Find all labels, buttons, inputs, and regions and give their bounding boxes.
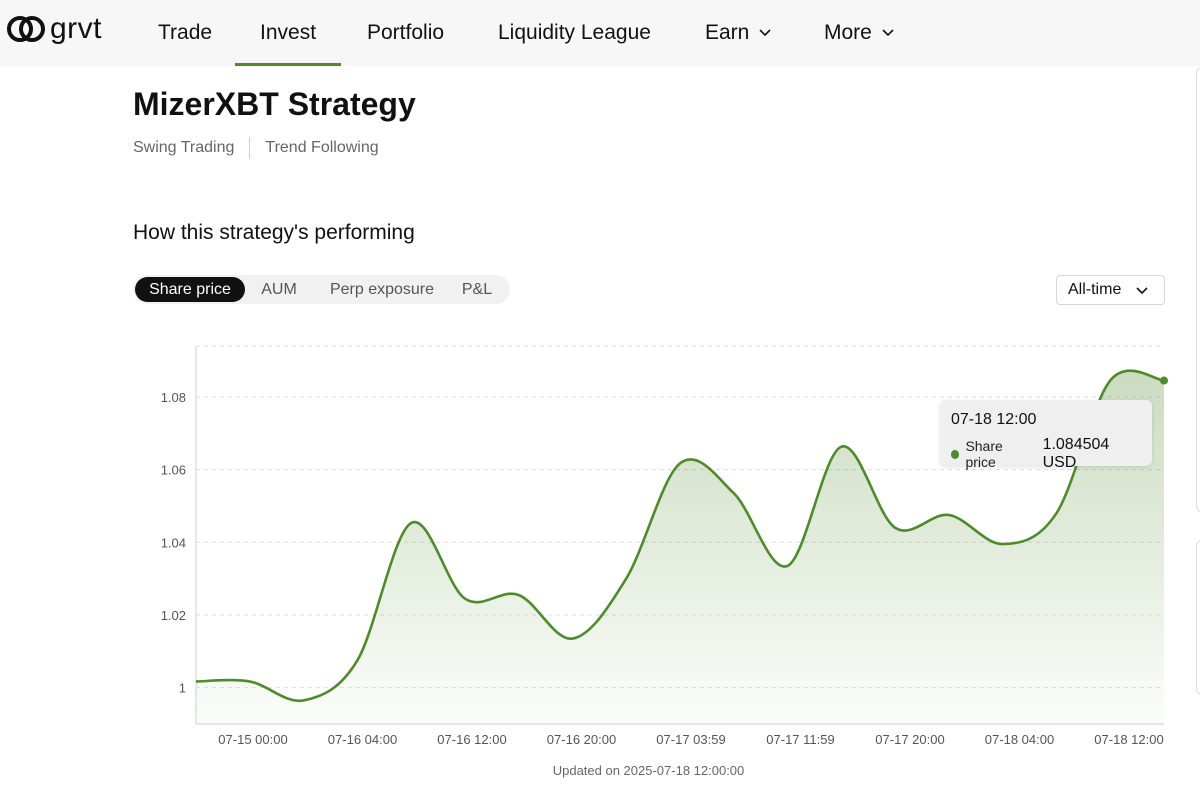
data-point [678,461,682,465]
side-panel-edge [1196,540,1200,695]
time-range-select[interactable]: All-time [1056,275,1165,305]
hover-point-marker [1160,376,1168,385]
data-point [732,491,736,495]
tab-share-price-label: Share price [149,280,231,298]
tooltip-row: Share price 1.084504 USD [951,436,1141,472]
y-tick-label: 1.08 [161,390,186,405]
tab-perp-exposure[interactable]: Perp exposure [319,277,445,302]
data-point [839,445,843,449]
nav-trade-label: Trade [158,21,213,44]
updated-timestamp: Updated on 2025-07-18 12:00:00 [552,763,745,778]
data-point [893,526,897,530]
nav-invest-label: Invest [260,21,317,44]
nav-more[interactable]: More [824,0,894,66]
data-point [248,679,252,683]
x-tick-label: 07-16 20:00 [547,732,616,747]
chevron-down-icon [1136,287,1148,295]
tooltip-value: 1.084504 USD [1042,436,1110,471]
nav-liquidity-league[interactable]: Liquidity League [498,0,651,66]
data-point [1054,511,1058,515]
tab-perp-exposure-label: Perp exposure [329,280,435,298]
data-point [463,597,467,601]
nav-portfolio[interactable]: Portfolio [367,0,444,66]
nav-trade[interactable]: Trade [158,0,212,66]
chevron-down-icon [759,29,771,37]
tab-share-price[interactable]: Share price [135,277,245,302]
nav-active-indicator [235,63,341,66]
data-point [409,521,413,525]
tab-aum-label: AUM [261,280,297,298]
nav-more-label: More [824,21,872,44]
top-nav: grvt Trade Invest Portfolio Liquidity Le… [0,0,1200,66]
data-point [517,593,521,597]
performance-heading: How this strategy's performing [133,221,415,244]
data-point [355,658,359,662]
brand-name: grvt [50,12,103,45]
data-point [194,679,198,683]
y-tick-label: 1.06 [161,463,186,478]
strategy-tags: Swing Trading Trend Following [133,137,379,159]
x-tick-label: 07-15 00:00 [218,732,287,747]
data-point [624,577,628,581]
x-tick-label: 07-17 11:59 [766,732,834,747]
data-point [570,637,574,641]
nav-liquidity-league-label: Liquidity League [498,21,651,44]
tag-swing-trading: Swing Trading [133,139,235,156]
nav-portfolio-label: Portfolio [367,21,445,44]
side-panel-edge [1196,67,1200,512]
x-tick-label: 07-17 20:00 [875,732,944,747]
data-point [302,698,306,702]
y-tick-label: 1.02 [161,608,186,623]
x-tick-label: 07-18 04:00 [985,732,1054,747]
data-point [786,564,790,568]
grvt-logo-icon [7,16,45,42]
x-tick-label: 07-17 03:59 [656,732,725,747]
nav-earn-label: Earn [705,21,750,44]
x-tick-label: 07-18 12:00 [1094,732,1163,747]
data-point [1108,379,1112,383]
time-range-value: All-time [1068,281,1122,298]
tooltip-series: Share price [965,438,1003,470]
data-point [1001,542,1005,546]
tooltip-title: 07-18 12:00 [951,411,1037,428]
tag-divider [249,137,251,159]
data-point [947,513,951,517]
tab-aum[interactable]: AUM [250,277,308,302]
tag-trend-following: Trend Following [265,139,379,156]
x-tick-label: 07-16 12:00 [437,732,506,747]
metric-tabs: Share price AUM Perp exposure P&L [133,275,510,304]
chevron-down-icon [882,29,894,37]
chart-tooltip: 07-18 12:00 Share price 1.084504 USD [940,400,1152,471]
tab-pnl-label: P&L [461,280,493,298]
x-tick-label: 07-16 04:00 [328,732,397,747]
series-dot-icon [951,449,960,459]
page-title: MizerXBT Strategy [133,86,416,122]
brand-logo[interactable]: grvt [6,12,102,46]
y-tick-label: 1 [179,681,186,696]
nav-earn[interactable]: Earn [705,0,771,66]
y-tick-label: 1.04 [161,535,186,550]
nav-invest[interactable]: Invest [260,0,316,66]
tab-pnl[interactable]: P&L [451,277,503,302]
